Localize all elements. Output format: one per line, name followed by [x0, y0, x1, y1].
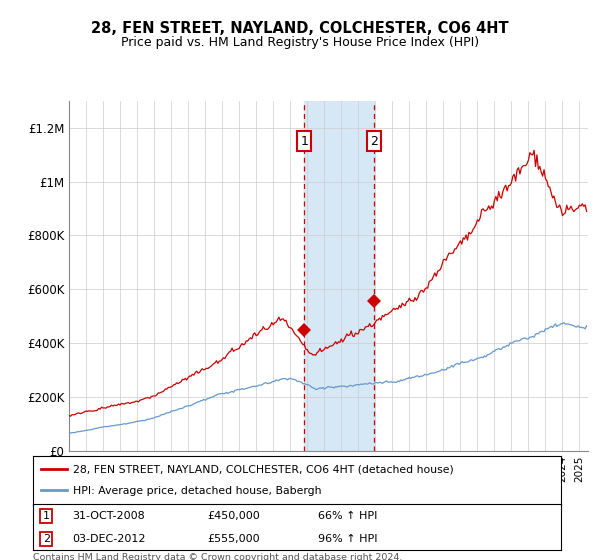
Text: 28, FEN STREET, NAYLAND, COLCHESTER, CO6 4HT: 28, FEN STREET, NAYLAND, COLCHESTER, CO6…	[91, 21, 509, 36]
Text: 03-DEC-2012: 03-DEC-2012	[73, 534, 146, 544]
Text: 66% ↑ HPI: 66% ↑ HPI	[318, 511, 377, 521]
Text: £450,000: £450,000	[207, 511, 260, 521]
Text: 2: 2	[43, 534, 50, 544]
Text: 31-OCT-2008: 31-OCT-2008	[73, 511, 145, 521]
Text: 96% ↑ HPI: 96% ↑ HPI	[318, 534, 377, 544]
Text: 28, FEN STREET, NAYLAND, COLCHESTER, CO6 4HT (detached house): 28, FEN STREET, NAYLAND, COLCHESTER, CO6…	[73, 464, 454, 474]
Text: Price paid vs. HM Land Registry's House Price Index (HPI): Price paid vs. HM Land Registry's House …	[121, 36, 479, 49]
Bar	[304, 101, 374, 451]
Text: 1: 1	[301, 134, 308, 147]
Text: £555,000: £555,000	[207, 534, 260, 544]
Text: HPI: Average price, detached house, Babergh: HPI: Average price, detached house, Babe…	[73, 486, 321, 496]
Text: 1: 1	[43, 511, 50, 521]
Text: 2: 2	[370, 134, 378, 147]
Text: Contains HM Land Registry data © Crown copyright and database right 2024.
This d: Contains HM Land Registry data © Crown c…	[33, 553, 403, 560]
